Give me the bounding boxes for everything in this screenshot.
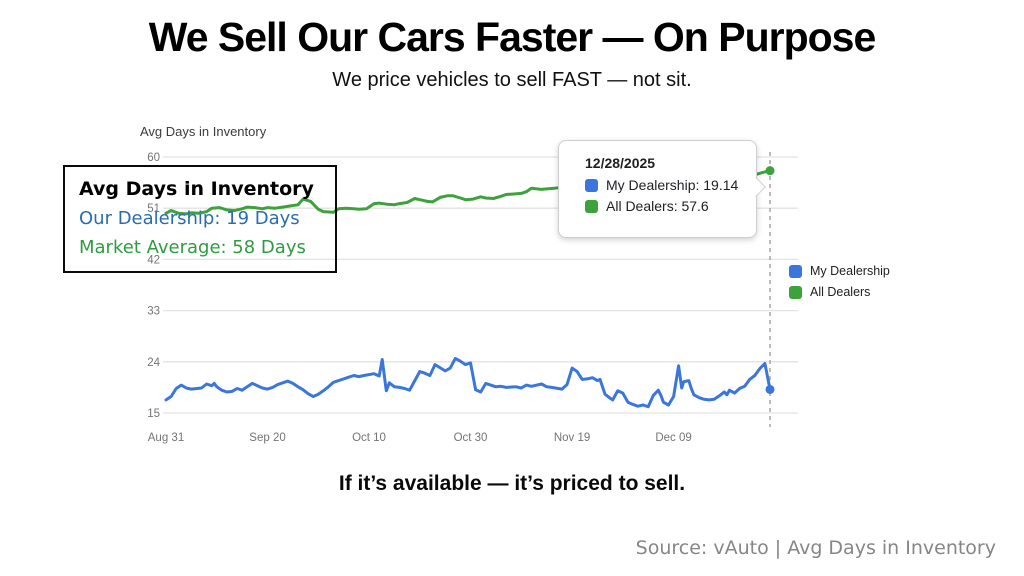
y-tick-label: 60 — [147, 152, 160, 164]
chart-legend: My Dealership All Dealers — [789, 264, 890, 306]
page-title: We Sell Our Cars Faster — On Purpose — [148, 14, 877, 60]
legend-item-my-dealership[interactable]: My Dealership — [789, 264, 890, 278]
blue-swatch-icon — [585, 178, 598, 192]
y-tick-label: 42 — [147, 254, 160, 266]
x-tick-label: Dec 09 — [655, 432, 691, 444]
tooltip-row-text: All Dealers: 57.6 — [606, 198, 709, 214]
series-end-dot — [765, 384, 775, 394]
tooltip-row-text: My Dealership: 19.14 — [606, 177, 739, 193]
y-tick-label: 24 — [147, 357, 160, 369]
legend-item-all-dealers[interactable]: All Dealers — [789, 285, 890, 299]
x-tick-label: Nov 19 — [554, 432, 590, 444]
series-end-dot — [765, 166, 775, 176]
blue-swatch-icon — [789, 264, 802, 278]
callout-box: Avg Days in Inventory Our Dealership: 19… — [63, 165, 337, 273]
legend-label: All Dealers — [810, 285, 871, 299]
x-tick-label: Oct 30 — [454, 432, 488, 444]
x-tick-label: Aug 31 — [148, 432, 184, 444]
green-swatch-icon — [585, 199, 598, 213]
series-line — [164, 356, 772, 409]
callout-market-average: Market Average: 58 Days — [79, 237, 306, 258]
y-tick-label: 51 — [147, 203, 160, 215]
y-tick-label: 15 — [147, 408, 160, 420]
x-tick-label: Sep 20 — [249, 432, 285, 444]
tooltip-date: 12/28/2025 — [585, 155, 656, 171]
callout-title: Avg Days in Inventory — [79, 178, 314, 200]
source-attribution: Source: vAuto | Avg Days in Inventory — [635, 537, 996, 559]
y-tick-label: 33 — [147, 306, 160, 318]
footer-tagline: If it’s available — it’s priced to sell. — [338, 472, 686, 495]
x-tick-label: Oct 10 — [352, 432, 386, 444]
legend-label: My Dealership — [810, 264, 890, 278]
chart-axis-title: Avg Days in Inventory — [140, 124, 267, 139]
page-subtitle: We price vehicles to sell FAST — not sit… — [332, 69, 692, 91]
chart-tooltip: 12/28/2025 My Dealership: 19.14 All Deal… — [558, 140, 766, 238]
green-swatch-icon — [789, 285, 802, 299]
callout-our-dealership: Our Dealership: 19 Days — [79, 208, 300, 229]
tooltip-row-my-dealership: My Dealership: 19.14 — [585, 177, 738, 193]
tooltip-row-all-dealers: All Dealers: 57.6 — [585, 198, 709, 214]
